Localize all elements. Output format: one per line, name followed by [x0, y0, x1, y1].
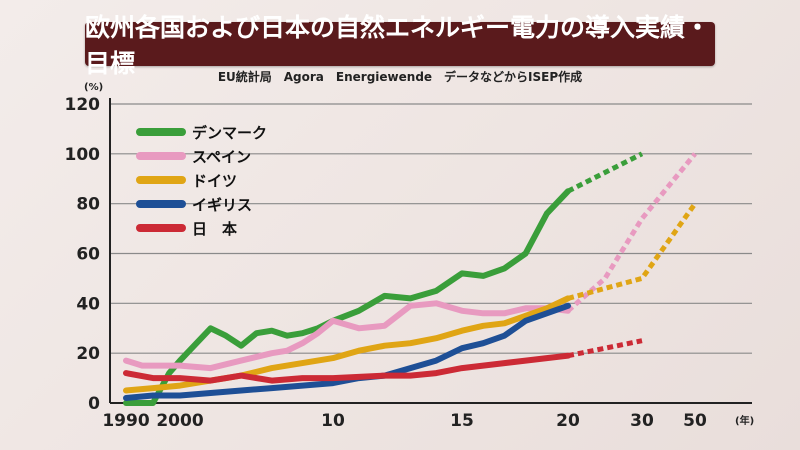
- legend-label: イギリス: [192, 196, 252, 214]
- series-lines: [123, 151, 698, 406]
- legend-label: デンマーク: [192, 124, 267, 142]
- y-tick-label: 40: [76, 294, 100, 314]
- series-line-0: [123, 188, 571, 406]
- x-tick-label: 2000: [156, 411, 203, 431]
- legend-label: 日 本: [192, 220, 237, 238]
- y-tick-label: 0: [88, 394, 100, 414]
- series-target-line-0: [566, 151, 644, 194]
- legend-label: ドイツ: [192, 172, 237, 190]
- axes: [109, 98, 752, 404]
- series-target-line-2: [567, 202, 698, 301]
- legend-label: スペイン: [192, 148, 251, 166]
- y-tick-label: 20: [76, 344, 100, 364]
- x-tick-label: 15: [450, 411, 474, 431]
- x-tick-label: 1990: [102, 411, 149, 431]
- y-tick-label: 60: [76, 245, 100, 265]
- x-tick-label: 30: [630, 411, 654, 431]
- series-line-4: [123, 352, 571, 384]
- chart-subtitle-source: EU統計局 Agora Energiewende データなどからISEP作成: [217, 70, 583, 84]
- x-tick-label: 50: [683, 411, 707, 431]
- y-axis-unit: (%): [84, 82, 104, 93]
- series-target-line-1: [566, 152, 697, 313]
- x-tick-label: 20: [556, 411, 580, 431]
- x-axis-unit: (年): [735, 414, 754, 427]
- x-tick-label: 10: [321, 411, 345, 431]
- series-line-1: [123, 300, 571, 372]
- y-tick-label: 80: [76, 195, 100, 215]
- tick-labels: 0 20 40 60 80 100 120 1990 2000 10 15 20 30 50 (年): [65, 95, 755, 431]
- y-tick-label: 100: [65, 145, 101, 165]
- series-target-line-4: [567, 338, 643, 359]
- y-tick-label: 120: [65, 95, 101, 115]
